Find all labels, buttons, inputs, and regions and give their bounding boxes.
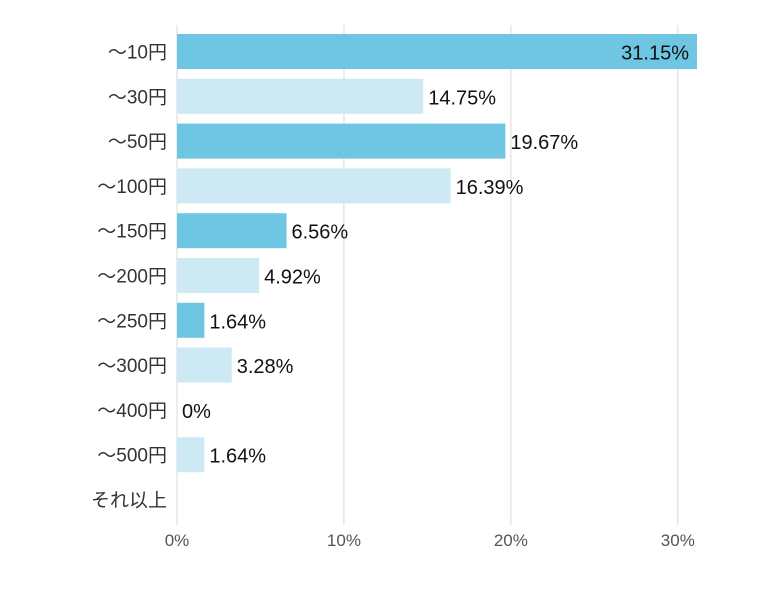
category-label: ～100円 bbox=[97, 177, 167, 198]
bars bbox=[177, 34, 697, 473]
category-label: ～10円 bbox=[108, 43, 167, 64]
data-label: 16.39% bbox=[456, 177, 524, 199]
data-label: 14.75% bbox=[428, 87, 496, 109]
category-label: ～300円 bbox=[97, 356, 167, 377]
bar bbox=[177, 78, 424, 114]
x-tick-label: 0% bbox=[165, 531, 190, 550]
bar bbox=[177, 258, 260, 293]
category-label: ～50円 bbox=[108, 132, 167, 153]
bar bbox=[177, 123, 506, 159]
category-label: それ以上 bbox=[91, 490, 167, 512]
category-label: ～250円 bbox=[97, 311, 167, 332]
category-label: ～150円 bbox=[97, 222, 167, 243]
data-label: 4.92% bbox=[264, 267, 321, 289]
bar bbox=[177, 213, 287, 249]
data-label: 1.64% bbox=[209, 446, 266, 468]
data-label: 1.64% bbox=[209, 311, 266, 333]
data-label: 3.28% bbox=[237, 356, 294, 378]
bar bbox=[177, 302, 205, 338]
x-tick-label: 20% bbox=[494, 531, 528, 550]
category-label: ～400円 bbox=[97, 401, 167, 422]
data-label: 0% bbox=[182, 401, 211, 423]
x-tick-label: 10% bbox=[327, 531, 361, 550]
category-label: ～500円 bbox=[97, 446, 167, 467]
bar bbox=[177, 347, 232, 383]
bar bbox=[177, 34, 697, 69]
data-label: 19.67% bbox=[510, 132, 578, 154]
labels: 0% 10% 20% 30% ～10円 31.15% ～30円 14.75% ～50円 19.67… bbox=[91, 43, 695, 551]
bar bbox=[177, 437, 205, 473]
bar bbox=[177, 168, 451, 204]
category-label: ～30円 bbox=[108, 87, 167, 108]
data-label: 31.15% bbox=[621, 43, 689, 65]
x-tick-label: 30% bbox=[661, 531, 695, 550]
category-label: ～200円 bbox=[97, 267, 167, 288]
data-label: 6.56% bbox=[292, 222, 349, 244]
